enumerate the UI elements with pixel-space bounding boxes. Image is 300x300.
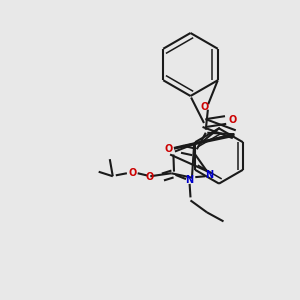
Text: N: N [205,170,213,180]
Text: O: O [146,172,154,182]
Text: O: O [128,168,136,178]
Text: O: O [228,115,237,125]
Text: O: O [200,102,208,112]
Text: N: N [185,175,193,185]
Text: O: O [164,144,172,154]
